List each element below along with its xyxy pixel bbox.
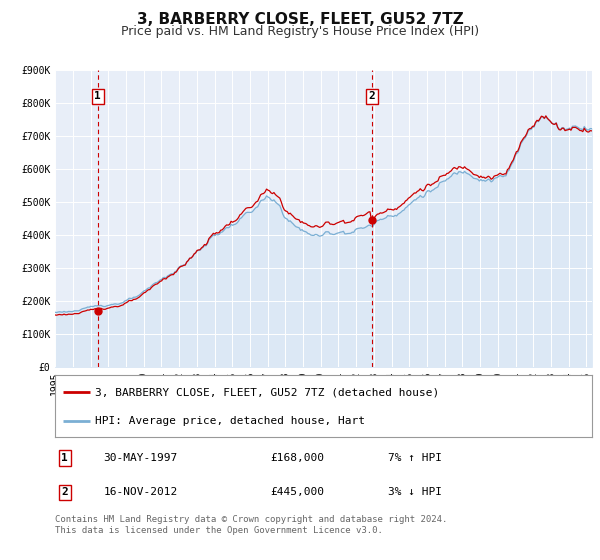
Text: £445,000: £445,000 (270, 487, 324, 497)
Text: 7% ↑ HPI: 7% ↑ HPI (388, 453, 442, 463)
Text: 1: 1 (61, 453, 68, 463)
Text: 16-NOV-2012: 16-NOV-2012 (104, 487, 178, 497)
Text: Contains HM Land Registry data © Crown copyright and database right 2024.
This d: Contains HM Land Registry data © Crown c… (55, 515, 448, 535)
Text: 2: 2 (368, 91, 375, 101)
Text: 3% ↓ HPI: 3% ↓ HPI (388, 487, 442, 497)
Text: 2: 2 (61, 487, 68, 497)
Text: Price paid vs. HM Land Registry's House Price Index (HPI): Price paid vs. HM Land Registry's House … (121, 25, 479, 38)
Text: 3, BARBERRY CLOSE, FLEET, GU52 7TZ: 3, BARBERRY CLOSE, FLEET, GU52 7TZ (137, 12, 463, 27)
Text: HPI: Average price, detached house, Hart: HPI: Average price, detached house, Hart (95, 416, 365, 426)
Text: 3, BARBERRY CLOSE, FLEET, GU52 7TZ (detached house): 3, BARBERRY CLOSE, FLEET, GU52 7TZ (deta… (95, 388, 440, 398)
Text: 1: 1 (94, 91, 101, 101)
Text: 30-MAY-1997: 30-MAY-1997 (104, 453, 178, 463)
Text: £168,000: £168,000 (270, 453, 324, 463)
